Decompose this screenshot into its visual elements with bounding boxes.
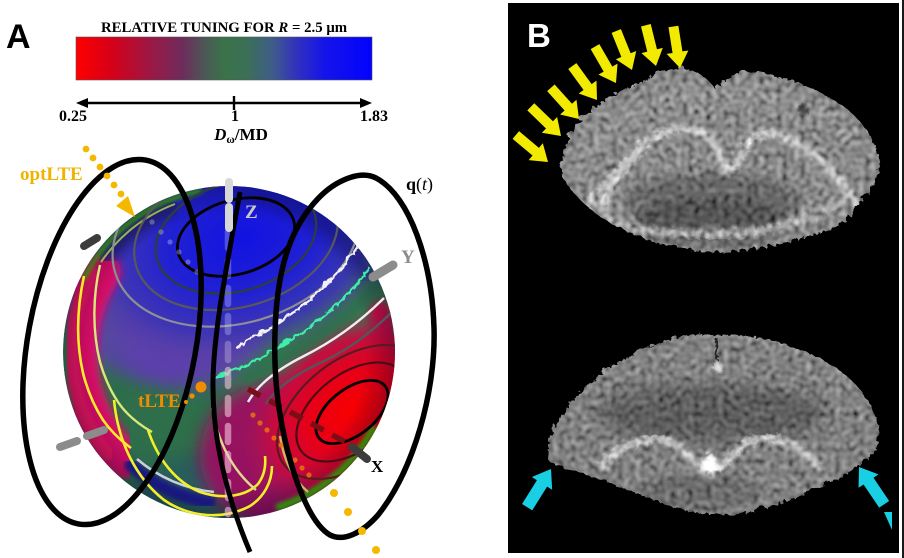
svg-text:optLTE: optLTE (20, 164, 83, 185)
svg-text:Z: Z (245, 202, 258, 223)
svg-text:B: B (527, 17, 551, 54)
svg-text:1: 1 (231, 108, 239, 125)
svg-text:Y: Y (401, 247, 415, 268)
svg-text:q(t): q(t) (406, 174, 433, 195)
svg-text:Dω/MD: Dω/MD (213, 125, 268, 146)
svg-text:X: X (371, 457, 384, 476)
svg-text:0.25: 0.25 (59, 108, 87, 125)
svg-text:tLTE: tLTE (138, 391, 181, 412)
svg-text:RELATIVE TUNING FOR R = 2.5 μm: RELATIVE TUNING FOR R = 2.5 μm (101, 20, 348, 36)
svg-text:A: A (6, 18, 31, 56)
svg-text:1.83: 1.83 (360, 108, 388, 125)
